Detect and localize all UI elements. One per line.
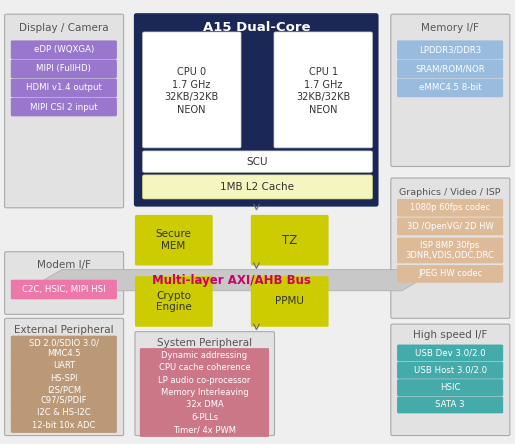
FancyBboxPatch shape [11, 98, 117, 116]
FancyBboxPatch shape [135, 14, 377, 206]
FancyBboxPatch shape [11, 383, 117, 408]
Text: System Peripheral: System Peripheral [157, 338, 252, 348]
FancyBboxPatch shape [397, 345, 503, 361]
Text: LP audio co-processor: LP audio co-processor [158, 376, 251, 385]
Text: 1MB L2 Cache: 1MB L2 Cache [220, 182, 295, 192]
FancyBboxPatch shape [5, 14, 124, 208]
Text: CPU 0
1.7 GHz
32KB/32KB
NEON: CPU 0 1.7 GHz 32KB/32KB NEON [164, 67, 219, 115]
FancyBboxPatch shape [397, 238, 503, 263]
FancyBboxPatch shape [5, 318, 124, 436]
FancyBboxPatch shape [140, 410, 269, 424]
Text: SATA 3: SATA 3 [435, 400, 465, 409]
FancyBboxPatch shape [135, 332, 274, 436]
FancyBboxPatch shape [140, 398, 269, 412]
Text: TZ: TZ [282, 234, 297, 247]
FancyBboxPatch shape [391, 14, 510, 166]
Text: I2S/PCM
C97/S/PDIF: I2S/PCM C97/S/PDIF [41, 385, 87, 405]
Text: Timer/ 4x PWM: Timer/ 4x PWM [173, 425, 236, 434]
Text: SRAM/ROM/NOR: SRAM/ROM/NOR [415, 64, 485, 73]
FancyBboxPatch shape [5, 252, 124, 314]
FancyBboxPatch shape [397, 362, 503, 379]
FancyBboxPatch shape [140, 361, 269, 375]
Text: I2C & HS-I2C: I2C & HS-I2C [37, 408, 91, 417]
FancyBboxPatch shape [397, 59, 503, 78]
Text: 32x DMA: 32x DMA [185, 400, 224, 409]
FancyBboxPatch shape [143, 151, 372, 172]
Polygon shape [44, 270, 420, 291]
Text: Dynamic addressing: Dynamic addressing [161, 351, 248, 360]
Text: eDP (WQXGA): eDP (WQXGA) [34, 45, 94, 54]
FancyBboxPatch shape [140, 348, 269, 362]
FancyBboxPatch shape [11, 336, 117, 361]
FancyBboxPatch shape [140, 373, 269, 387]
FancyBboxPatch shape [397, 79, 503, 97]
FancyBboxPatch shape [251, 276, 329, 327]
FancyBboxPatch shape [251, 215, 329, 266]
FancyBboxPatch shape [135, 215, 213, 266]
Text: HSIC: HSIC [440, 383, 460, 392]
FancyBboxPatch shape [397, 199, 503, 217]
Text: High speed I/F: High speed I/F [413, 330, 487, 340]
Text: MIPI (FullHD): MIPI (FullHD) [37, 64, 91, 73]
FancyBboxPatch shape [143, 175, 372, 199]
Text: Memory Interleaving: Memory Interleaving [161, 388, 248, 397]
Text: 12-bit 10x ADC: 12-bit 10x ADC [32, 421, 96, 430]
Text: PPMU: PPMU [275, 297, 304, 306]
Text: 3D /OpenVG/ 2D HW: 3D /OpenVG/ 2D HW [407, 222, 493, 231]
FancyBboxPatch shape [140, 423, 269, 437]
Text: USB Dev 3.0/2.0: USB Dev 3.0/2.0 [415, 349, 486, 357]
Text: 1080p 60fps codec: 1080p 60fps codec [410, 203, 490, 212]
FancyBboxPatch shape [397, 379, 503, 396]
Text: Secure
MEM: Secure MEM [156, 230, 192, 251]
Text: MIPI CSI 2 input: MIPI CSI 2 input [30, 103, 98, 111]
FancyBboxPatch shape [397, 218, 503, 235]
FancyBboxPatch shape [11, 405, 117, 420]
Text: External Peripheral: External Peripheral [14, 325, 114, 335]
Text: HS-SPI: HS-SPI [50, 374, 78, 383]
FancyBboxPatch shape [397, 265, 503, 283]
Text: JPEG HW codec: JPEG HW codec [418, 270, 482, 278]
FancyBboxPatch shape [11, 371, 117, 386]
FancyBboxPatch shape [11, 59, 117, 78]
Text: UART: UART [53, 361, 75, 370]
Text: SD 2.0/SDIO 3.0/
MMC4.5: SD 2.0/SDIO 3.0/ MMC4.5 [29, 338, 99, 358]
Text: Graphics / Video / ISP: Graphics / Video / ISP [399, 188, 501, 197]
FancyBboxPatch shape [143, 32, 241, 148]
Text: LPDDR3/DDR3: LPDDR3/DDR3 [419, 45, 481, 54]
Text: Multi-layer AXI/AHB Bus: Multi-layer AXI/AHB Bus [152, 274, 311, 287]
Text: CPU cache coherence: CPU cache coherence [159, 363, 250, 372]
FancyBboxPatch shape [397, 396, 503, 413]
FancyBboxPatch shape [391, 324, 510, 436]
Text: SCU: SCU [247, 157, 268, 166]
Text: USB Host 3.0/2.0: USB Host 3.0/2.0 [414, 366, 487, 375]
Text: eMMC4.5 8-bit: eMMC4.5 8-bit [419, 83, 482, 92]
Text: ISP 8MP 30fps
3DNR,VDIS,ODC,DRC: ISP 8MP 30fps 3DNR,VDIS,ODC,DRC [406, 241, 494, 260]
Text: Memory I/F: Memory I/F [421, 23, 479, 32]
FancyBboxPatch shape [140, 385, 269, 400]
Text: HDMI v1.4 output: HDMI v1.4 output [26, 83, 102, 92]
Text: Crypto
Engine: Crypto Engine [156, 291, 192, 312]
FancyBboxPatch shape [11, 79, 117, 97]
FancyBboxPatch shape [11, 418, 117, 433]
Text: A15 Dual-Core: A15 Dual-Core [203, 21, 310, 34]
Text: C2C, HSIC, MIPI HSI: C2C, HSIC, MIPI HSI [22, 285, 106, 294]
Text: 6-PLLs: 6-PLLs [191, 413, 218, 422]
FancyBboxPatch shape [11, 280, 117, 299]
FancyBboxPatch shape [135, 276, 213, 327]
Text: Display / Camera: Display / Camera [19, 23, 109, 32]
FancyBboxPatch shape [397, 40, 503, 59]
FancyBboxPatch shape [391, 178, 510, 318]
Text: CPU 1
1.7 GHz
32KB/32KB
NEON: CPU 1 1.7 GHz 32KB/32KB NEON [296, 67, 351, 115]
FancyBboxPatch shape [11, 40, 117, 59]
FancyBboxPatch shape [274, 32, 372, 148]
FancyBboxPatch shape [11, 358, 117, 373]
Text: Modem I/F: Modem I/F [37, 260, 91, 270]
